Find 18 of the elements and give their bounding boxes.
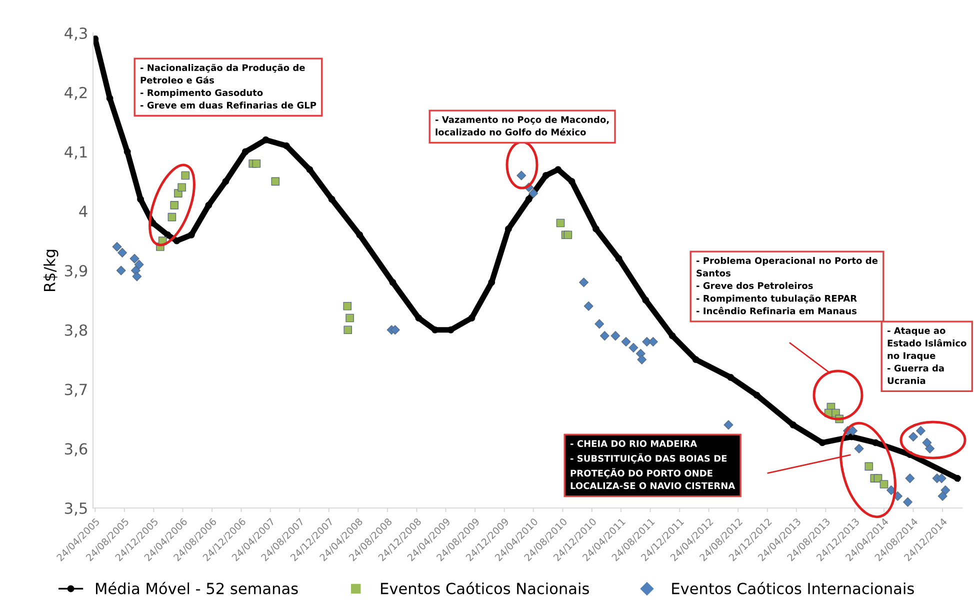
annotation: - Ataque ao Estado Islâmico no Iraque - Guerra da Ucrania: [887, 327, 966, 384]
y-tick-label: 3,6: [65, 443, 88, 456]
legend-label: Eventos Caóticos Nacionais: [381, 582, 589, 594]
annotation: - Vazamento no Poço de Macondo, localizado no Golfo do México: [435, 116, 609, 136]
annotation: - Nacionalização da Produção de Petroleo e Gás - Rompimento Gasoduto - Greve em duas Refinarias de GLP: [140, 64, 316, 109]
y-tick-label: 4,3: [64, 27, 87, 41]
legend-label: Média Móvel - 52 semanas: [96, 582, 298, 594]
y-tick-label: 3,8: [65, 324, 88, 338]
annotation: - Problema Operacional no Porto de Santos - Greve dos Petroleiros - Rompimento tubulação REPAR - Incêndio Refinaria em Manaus: [696, 257, 878, 314]
y-tick-label: 4,1: [64, 146, 87, 160]
y-tick-label: 4: [79, 206, 88, 217]
y-tick-label: 3,7: [65, 384, 87, 397]
legend-label: Eventos Caóticos Internacionais: [672, 582, 914, 594]
y-axis-title: R$/kg: [44, 250, 58, 292]
annotation: - CHEIA DO RIO MADEIRA - SUBSTITUIÇÃO DAS BOIAS DE PROTEÇÃO DO PORTO ONDE LOCALIZA-SE O NAVIO CISTERNA: [570, 440, 736, 490]
y-tick-label: 3,9: [65, 264, 88, 278]
y-tick-label: 4,2: [64, 86, 87, 100]
y-tick-label: 3,5: [65, 502, 87, 516]
